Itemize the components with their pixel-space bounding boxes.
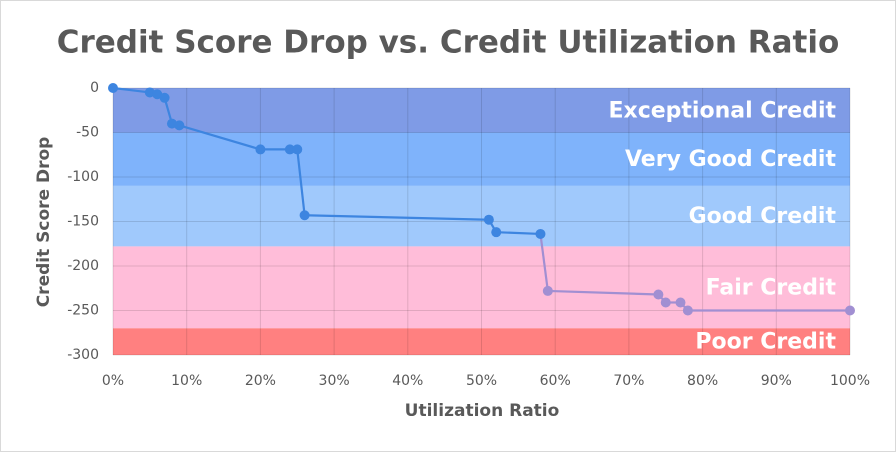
band — [113, 185, 850, 247]
line-segment — [179, 124, 261, 151]
data-point — [675, 297, 686, 308]
line-segment — [539, 233, 549, 292]
y-tick-label: -300 — [67, 347, 99, 363]
data-point — [653, 289, 664, 300]
x-tick-label: 90% — [761, 373, 792, 389]
data-point — [284, 144, 295, 155]
data-point — [108, 83, 118, 93]
line-segment — [496, 231, 541, 236]
x-tick-label: 70% — [613, 373, 644, 389]
data-point — [491, 227, 502, 238]
band-label: Good Credit — [689, 204, 837, 229]
x-tick-label: 30% — [319, 373, 350, 389]
y-tick-label: -100 — [67, 169, 99, 185]
band-label: Exceptional Credit — [608, 98, 836, 123]
data-point — [535, 228, 546, 239]
line-segment — [304, 214, 489, 221]
x-tick-label: 40% — [392, 373, 423, 389]
band — [113, 246, 850, 329]
band — [113, 328, 850, 355]
x-tick-label: 100% — [830, 373, 870, 389]
x-axis-label: Utilization Ratio — [405, 401, 560, 421]
line-segment — [296, 149, 306, 216]
band-label: Fair Credit — [706, 275, 837, 300]
line-segment — [112, 86, 150, 94]
data-point — [299, 210, 310, 221]
x-tick-label: 80% — [687, 373, 718, 389]
x-tick-label: 20% — [245, 373, 276, 389]
y-tick-label: -150 — [67, 214, 99, 230]
data-point — [483, 214, 494, 225]
y-tick-label: -250 — [67, 303, 99, 319]
data-point — [159, 92, 170, 103]
band-label: Poor Credit — [695, 330, 836, 355]
data-point — [292, 144, 303, 155]
data-point — [542, 285, 553, 296]
data-point — [845, 305, 855, 316]
x-tick-label: 60% — [540, 373, 571, 389]
x-tick-label: 50% — [466, 373, 497, 389]
band — [113, 88, 850, 133]
y-tick-label: -200 — [67, 258, 99, 274]
y-tick-label: -50 — [76, 125, 99, 141]
data-point — [174, 120, 185, 131]
x-tick-label: 0% — [102, 373, 124, 389]
data-point — [660, 297, 671, 308]
y-axis-label: Credit Score Drop — [34, 137, 54, 308]
x-tick-label: 10% — [171, 373, 202, 389]
data-point — [682, 305, 693, 316]
y-tick-label: 0 — [90, 80, 99, 96]
line-segment — [547, 289, 659, 296]
chart-title: Credit Score Drop vs. Credit Utilization… — [57, 25, 840, 61]
data-point — [255, 144, 266, 155]
band-label: Very Good Credit — [625, 147, 836, 172]
